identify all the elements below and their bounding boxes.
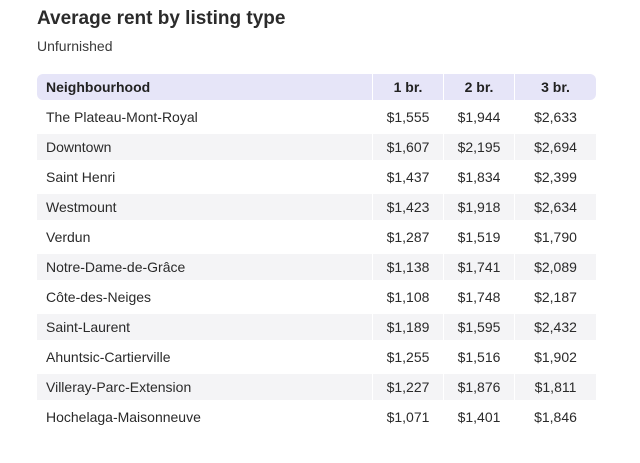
table-cell-1br: $1,607: [372, 134, 443, 160]
table-cell-3br: $2,432: [514, 314, 596, 340]
table-cell-neighbourhood: The Plateau-Mont-Royal: [46, 109, 198, 125]
table-row: Saint-Laurent $1,189 $1,595 $2,432: [37, 314, 596, 340]
table-cell-1br: $1,255: [372, 344, 443, 370]
table-cell-neighbourhood: Verdun: [46, 229, 91, 245]
table-cell-2br: $1,876: [443, 374, 514, 400]
table-cell-neighbourhood: Westmount: [46, 199, 117, 215]
table-cell-2br: $1,834: [443, 164, 514, 190]
table-row: The Plateau-Mont-Royal $1,555 $1,944 $2,633: [37, 104, 596, 130]
table-cell-1br: $1,287: [372, 224, 443, 250]
table-row: Côte-des-Neiges $1,108 $1,748 $2,187: [37, 284, 596, 310]
table-cell-2br: $1,595: [443, 314, 514, 340]
table-cell-3br: $2,187: [514, 284, 596, 310]
table-cell-1br: $1,227: [372, 374, 443, 400]
table-cell-2br: $1,401: [443, 404, 514, 430]
table-row: Westmount $1,423 $1,918 $2,634: [37, 194, 596, 220]
chart-subtitle: Unfurnished: [37, 38, 113, 54]
table-cell-3br: $1,846: [514, 404, 596, 430]
table-body: The Plateau-Mont-Royal $1,555 $1,944 $2,633…: [37, 104, 596, 430]
table-row: Downtown $1,607 $2,195 $2,694: [37, 134, 596, 160]
table-cell-3br: $1,790: [514, 224, 596, 250]
table-cell-neighbourhood: Villeray-Parc-Extension: [46, 379, 192, 395]
table-cell-2br: $1,516: [443, 344, 514, 370]
table-cell-3br: $1,902: [514, 344, 596, 370]
table-cell-2br: $2,195: [443, 134, 514, 160]
table-row: Saint Henri $1,437 $1,834 $2,399: [37, 164, 596, 190]
table-cell-2br: $1,519: [443, 224, 514, 250]
table-cell-neighbourhood: Saint-Laurent: [46, 319, 131, 335]
table-cell-2br: $1,741: [443, 254, 514, 280]
table-row: Villeray-Parc-Extension $1,227 $1,876 $1,81…: [37, 374, 596, 400]
table-cell-1br: $1,138: [372, 254, 443, 280]
table-cell-neighbourhood: Downtown: [46, 139, 112, 155]
rent-table: Neighbourhood 1 br. 2 br. 3 br. The Plat…: [37, 74, 596, 434]
table-cell-3br: $2,633: [514, 104, 596, 130]
table-cell-neighbourhood: Ahuntsic-Cartierville: [46, 349, 171, 365]
table-cell-neighbourhood: Côte-des-Neiges: [46, 289, 152, 305]
table-cell-1br: $1,189: [372, 314, 443, 340]
table-header-row: Neighbourhood 1 br. 2 br. 3 br.: [37, 74, 596, 100]
table-cell-1br: $1,423: [372, 194, 443, 220]
table-row: Notre-Dame-de-Grâce $1,138 $1,741 $2,089: [37, 254, 596, 280]
table-cell-2br: $1,748: [443, 284, 514, 310]
table-row: Verdun $1,287 $1,519 $1,790: [37, 224, 596, 250]
table-cell-2br: $1,918: [443, 194, 514, 220]
table-cell-3br: $1,811: [514, 374, 596, 400]
chart-title: Average rent by listing type: [37, 8, 286, 29]
table-cell-3br: $2,399: [514, 164, 596, 190]
table-cell-1br: $1,555: [372, 104, 443, 130]
column-header-neighbourhood: Neighbourhood: [46, 79, 151, 95]
table-cell-3br: $2,694: [514, 134, 596, 160]
table-cell-1br: $1,437: [372, 164, 443, 190]
table-cell-3br: $2,089: [514, 254, 596, 280]
table-row: Hochelaga-Maisonneuve $1,071 $1,401 $1,846: [37, 404, 596, 430]
table-row: Ahuntsic-Cartierville $1,255 $1,516 $1,902: [37, 344, 596, 370]
table-cell-3br: $2,634: [514, 194, 596, 220]
table-cell-neighbourhood: Hochelaga-Maisonneuve: [46, 409, 201, 425]
column-header-2br: 2 br.: [443, 74, 514, 100]
table-cell-neighbourhood: Saint Henri: [46, 169, 116, 185]
table-cell-1br: $1,108: [372, 284, 443, 310]
table-cell-2br: $1,944: [443, 104, 514, 130]
table-cell-1br: $1,071: [372, 404, 443, 430]
column-header-1br: 1 br.: [372, 74, 443, 100]
table-cell-neighbourhood: Notre-Dame-de-Grâce: [46, 259, 186, 275]
column-header-3br: 3 br.: [514, 74, 596, 100]
